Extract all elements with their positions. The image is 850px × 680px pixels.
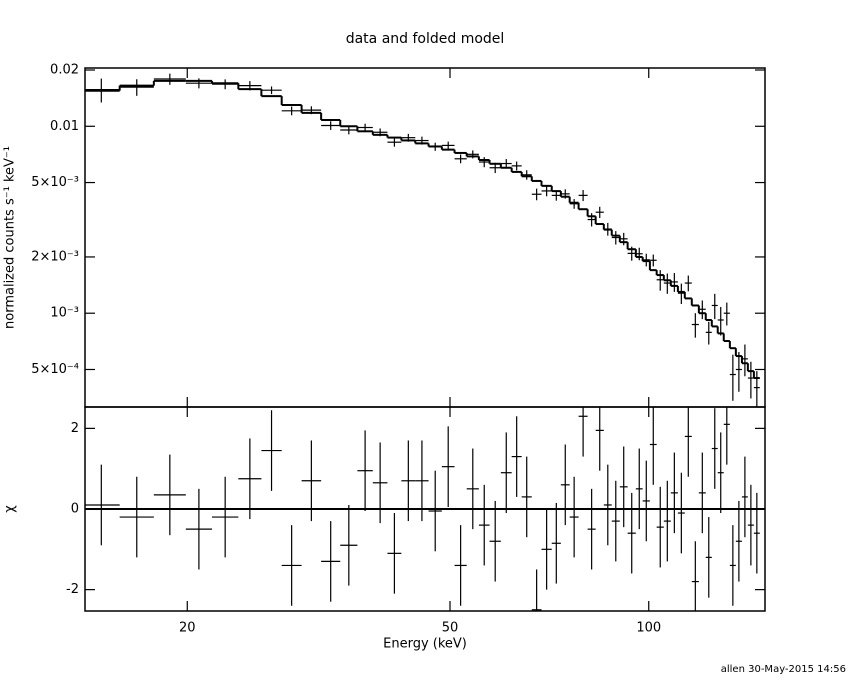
y-tick-label: 0.02	[50, 63, 79, 78]
y-axis-label: normalized counts s⁻¹ keV⁻¹	[3, 146, 18, 329]
y-tick-label: 2×10⁻³	[31, 249, 79, 264]
plot-area	[85, 73, 760, 407]
x-axis-label: Energy (keV)	[383, 637, 467, 652]
y-tick-label: -2	[66, 582, 79, 597]
x-tick-label: 50	[442, 621, 459, 636]
y-axis-label: χ	[3, 505, 18, 513]
plot-area	[85, 407, 765, 611]
y-tick-label: 2	[71, 421, 79, 436]
chart-title: data and folded model	[346, 31, 505, 47]
x-tick-label: 20	[179, 621, 196, 636]
y-tick-label: 0.01	[50, 119, 79, 134]
footer: allen 30-May-2015 14:56	[721, 664, 846, 675]
y-tick-label: 0	[71, 502, 79, 517]
y-tick-label: 10⁻³	[50, 306, 79, 321]
x-tick-label: 100	[636, 621, 661, 636]
y-tick-label: 5×10⁻⁴	[31, 362, 79, 377]
y-tick-label: 5×10⁻³	[31, 175, 79, 190]
